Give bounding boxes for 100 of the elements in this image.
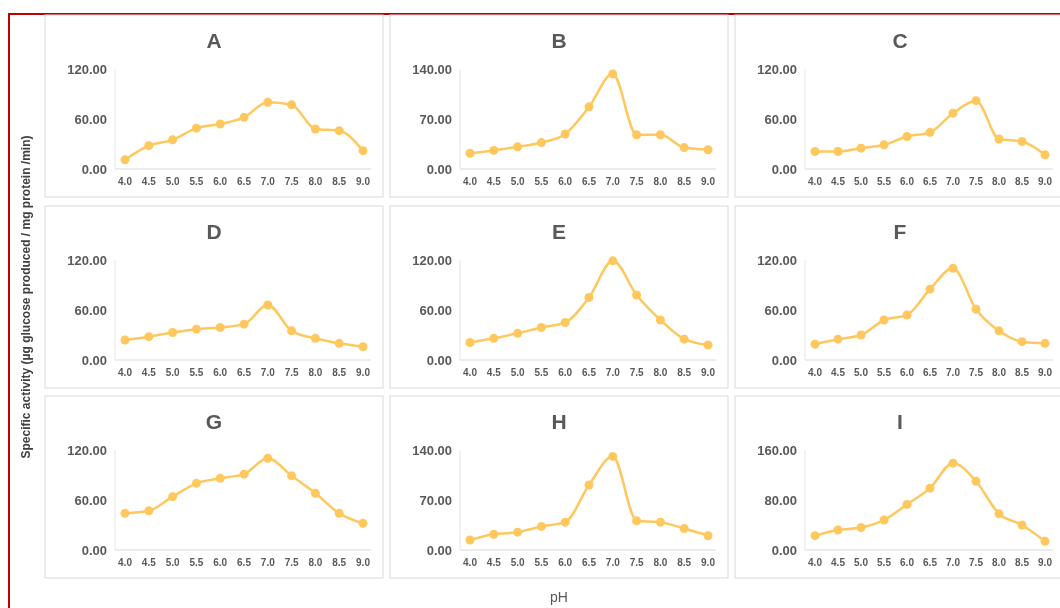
- point: [168, 492, 178, 502]
- y-tick-label: 0.00: [426, 352, 452, 368]
- chart-title: F: [893, 220, 907, 243]
- point: [489, 529, 499, 539]
- x-tick-label: 7.5: [629, 176, 644, 187]
- point: [334, 508, 344, 518]
- point: [948, 108, 958, 118]
- point: [971, 304, 981, 314]
- point: [215, 473, 225, 483]
- point: [948, 458, 958, 468]
- x-tick-label: 8.5: [332, 557, 347, 568]
- x-tick-label: 8.5: [332, 367, 347, 378]
- y-tick-label: 0.00: [426, 542, 452, 558]
- y-tick-label: 60.00: [764, 111, 797, 127]
- point: [536, 138, 546, 148]
- y-tick-label: 60.00: [74, 111, 107, 127]
- point: [584, 293, 594, 302]
- x-tick-label: 6.5: [237, 557, 252, 568]
- point: [489, 333, 499, 343]
- point: [560, 318, 570, 327]
- point: [655, 315, 665, 325]
- y-tick-label: 60.00: [74, 492, 107, 508]
- point: [120, 155, 130, 165]
- point: [310, 488, 320, 498]
- x-tick-label: 5.0: [165, 176, 180, 187]
- x-tick-label: 9.0: [701, 557, 716, 568]
- point: [358, 342, 368, 352]
- x-tick-label: 9.0: [356, 367, 371, 378]
- point: [536, 521, 546, 531]
- chart-title: B: [551, 29, 567, 52]
- x-tick-label: 5.0: [165, 557, 180, 568]
- x-tick-label: 4.0: [118, 367, 133, 378]
- point: [239, 319, 249, 329]
- point: [191, 324, 201, 334]
- x-tick-label: 6.0: [558, 557, 573, 568]
- chart-title: I: [897, 410, 903, 433]
- x-tick-label: 7.5: [629, 557, 644, 568]
- chart-title: G: [205, 410, 223, 433]
- y-tick-label: 0.00: [426, 161, 452, 177]
- point: [215, 323, 225, 332]
- point: [191, 478, 201, 488]
- point: [560, 129, 570, 139]
- point: [925, 483, 935, 493]
- point: [703, 145, 713, 155]
- point: [655, 517, 665, 527]
- point: [584, 480, 594, 490]
- point: [679, 334, 689, 344]
- point: [215, 119, 225, 129]
- point: [513, 527, 523, 537]
- x-tick-label: 7.5: [969, 176, 984, 187]
- y-tick-label: 60.00: [74, 302, 107, 318]
- point: [655, 130, 665, 140]
- x-tick-label: 6.5: [582, 367, 597, 378]
- point: [879, 140, 889, 150]
- point: [513, 328, 523, 338]
- point: [1017, 520, 1027, 530]
- x-tick-label: 7.0: [605, 367, 621, 378]
- y-axis-title: Specific activity (µg glucose produced / mg protein /min): [19, 135, 33, 459]
- x-tick-label: 6.5: [923, 176, 938, 187]
- x-tick-label: 5.5: [189, 176, 204, 187]
- x-tick-label: 7.5: [969, 367, 984, 378]
- point: [703, 340, 713, 350]
- point: [239, 469, 249, 479]
- x-tick-label: 6.5: [923, 367, 938, 378]
- x-tick-label: 8.0: [653, 557, 668, 568]
- x-tick-label: 4.0: [463, 176, 478, 187]
- point: [120, 335, 130, 345]
- point: [465, 535, 475, 545]
- x-tick-label: 6.5: [237, 367, 252, 378]
- x-tick-label: 8.5: [677, 367, 692, 378]
- y-tick-label: 140.00: [412, 442, 452, 458]
- point: [1017, 337, 1027, 347]
- x-tick-label: 4.5: [141, 176, 157, 187]
- point: [287, 100, 297, 110]
- point: [263, 97, 273, 107]
- x-tick-label: 7.0: [946, 176, 961, 187]
- x-tick-label: 5.0: [510, 557, 525, 568]
- x-tick-label: 8.0: [653, 176, 668, 187]
- x-tick-label: 8.0: [992, 176, 1007, 187]
- point: [536, 323, 546, 332]
- point: [334, 126, 344, 136]
- x-tick-label: 7.0: [260, 557, 276, 568]
- y-tick-label: 120.00: [67, 442, 107, 458]
- x-tick-label: 9.0: [701, 367, 716, 378]
- point: [833, 334, 843, 344]
- y-tick-label: 0.00: [81, 352, 107, 368]
- point: [513, 142, 523, 152]
- x-tick-label: 9.0: [356, 176, 371, 187]
- point: [608, 69, 618, 79]
- point: [191, 123, 201, 133]
- x-tick-label: 8.5: [332, 176, 347, 187]
- y-tick-label: 60.00: [764, 302, 797, 318]
- point: [310, 124, 320, 134]
- point: [879, 315, 889, 325]
- y-tick-label: 0.00: [81, 542, 107, 558]
- x-tick-label: 7.0: [946, 557, 961, 568]
- point: [310, 333, 320, 343]
- point: [902, 499, 912, 509]
- x-tick-label: 7.5: [629, 367, 644, 378]
- x-tick-label: 4.5: [831, 367, 846, 378]
